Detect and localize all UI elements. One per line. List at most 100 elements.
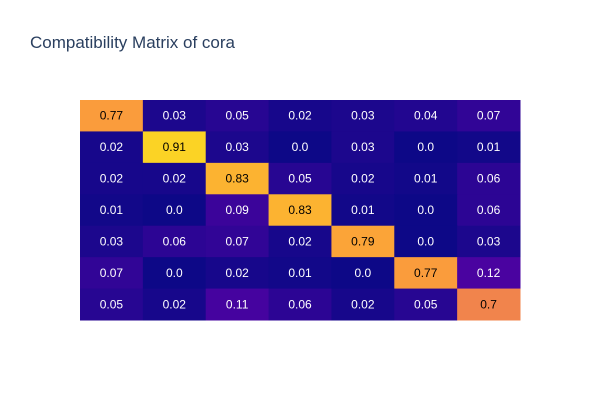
heatmap-cell-r6-c0 [80,288,144,321]
heatmap-cell-r6-c1 [142,288,207,321]
heatmap-cell-label-r3-c4: 0.01 [351,203,375,217]
heatmap-cell-label-r6-c0: 0.05 [100,297,124,311]
heatmap-cell-r6-c3 [268,288,332,321]
heatmap-cell-r0-c3 [268,100,332,132]
heatmap-cell-r6-c2 [205,288,270,321]
heatmap-cell-label-r1-c1: 0.91 [163,140,187,154]
heatmap-cell-label-r5-c4: 0.0 [355,266,372,280]
heatmap-cell-label-r5-c3: 0.01 [288,266,312,280]
heatmap-cell-label-r4-c3: 0.02 [288,234,312,248]
heatmap-cell-r4-c4 [331,225,395,258]
heatmap-cell-r2-c1 [142,162,207,195]
heatmap-cell-label-r3-c0: 0.01 [100,203,124,217]
heatmap-cell-label-r6-c5: 0.05 [414,297,438,311]
heatmap-cell-label-r0-c1: 0.03 [163,109,187,123]
heatmap-cell-r0-c0 [80,100,144,132]
heatmap-cell-label-r2-c4: 0.02 [351,172,375,186]
heatmap-cell-label-r3-c5: 0.0 [417,203,434,217]
heatmap-cell-r2-c6 [457,162,521,195]
heatmap-cell-label-r3-c3: 0.83 [288,203,312,217]
heatmap-cell-label-r4-c6: 0.03 [477,234,501,248]
heatmap-cell-label-r6-c3: 0.06 [288,297,312,311]
heatmap-cell-r1-c6 [457,131,521,164]
heatmap-cell-label-r6-c2: 0.11 [226,297,249,311]
heatmap-cell-r2-c0 [80,162,144,195]
heatmap-cell-label-r1-c6: 0.01 [477,140,501,154]
heatmap-cell-r4-c6 [457,225,521,258]
heatmap-cell-r4-c5 [394,225,458,258]
heatmap-cell-label-r4-c2: 0.07 [225,234,249,248]
heatmap-cell-label-r1-c2: 0.03 [225,140,249,154]
heatmap-cell-r0-c5 [394,100,458,132]
heatmap-cell-r1-c3 [268,131,332,164]
heatmap-cell-label-r0-c0: 0.77 [100,109,124,123]
heatmap-cell-r5-c6 [457,257,521,290]
heatmap-cell-label-r3-c1: 0.0 [166,203,183,217]
heatmap-cell-r4-c0 [80,225,144,258]
heatmap-cell-label-r6-c4: 0.02 [351,297,375,311]
heatmap-cell-label-r0-c2: 0.05 [225,109,249,123]
heatmap-cell-r4-c3 [268,225,332,258]
heatmap-cell-label-r1-c0: 0.02 [100,140,124,154]
heatmap-cell-r3-c6 [457,194,521,227]
heatmap-cell-r5-c2 [205,257,270,290]
heatmap-cell-label-r2-c0: 0.02 [100,172,124,186]
heatmap-cell-label-r1-c4: 0.03 [351,140,375,154]
heatmap-cell-r5-c1 [142,257,207,290]
heatmap-cell-label-r0-c6: 0.07 [477,109,501,123]
heatmap-cell-label-r1-c3: 0.0 [292,140,309,154]
heatmap-cell-r2-c2 [205,162,270,195]
heatmap-cell-label-r4-c1: 0.06 [163,234,187,248]
heatmap-cell-label-r4-c5: 0.0 [417,234,434,248]
heatmap-cell-label-r5-c0: 0.07 [100,266,124,280]
heatmap-cell-r3-c5 [394,194,458,227]
heatmap-cell-r4-c1 [142,225,207,258]
heatmap-cell-label-r2-c6: 0.06 [477,172,501,186]
heatmap-cell-label-r6-c1: 0.02 [163,297,187,311]
heatmap-cell-r0-c4 [331,100,395,132]
heatmap-cell-label-r3-c6: 0.06 [477,203,501,217]
heatmap-cell-label-r0-c5: 0.04 [414,109,438,123]
heatmap-cell-r5-c0 [80,257,144,290]
heatmap-cell-r1-c5 [394,131,458,164]
heatmap-cell-label-r1-c5: 0.0 [417,140,434,154]
heatmap-cell-r0-c1 [142,100,207,132]
heatmap-cell-label-r0-c4: 0.03 [351,109,375,123]
heatmap-cell-r2-c4 [331,162,395,195]
heatmap-cell-label-r5-c1: 0.0 [166,266,183,280]
heatmap-cell-label-r4-c4: 0.79 [351,234,375,248]
heatmap-cell-label-r2-c2: 0.83 [225,172,249,186]
heatmap-cell-r0-c6 [457,100,521,132]
heatmap-cell-r5-c4 [331,257,395,290]
heatmap-cell-r2-c5 [394,162,458,195]
heatmap-cell-label-r4-c0: 0.03 [100,234,124,248]
heatmap-cell-r3-c3 [268,194,332,227]
heatmap-cell-r1-c2 [205,131,270,164]
heatmap-cell-r3-c1 [142,194,207,227]
heatmap-cell-r3-c4 [331,194,395,227]
heatmap-cell-label-r5-c2: 0.02 [225,266,249,280]
heatmap-cell-r6-c4 [331,288,395,321]
heatmap-cell-r1-c1 [142,131,207,164]
heatmap-cell-label-r6-c6: 0.7 [480,297,497,311]
heatmap-cell-label-r2-c1: 0.02 [163,172,187,186]
heatmap-cell-r5-c3 [268,257,332,290]
chart-title: Compatibility Matrix of cora [30,33,236,52]
heatmap-cell-label-r2-c5: 0.01 [414,172,438,186]
heatmap-cell-r1-c0 [80,131,144,164]
heatmap-cell-r5-c5 [394,257,458,290]
heatmap-cell-r4-c2 [205,225,270,258]
heatmap-cell-r6-c6 [457,288,521,321]
heatmap-cell-label-r5-c5: 0.77 [414,266,438,280]
heatmap-cell-r3-c2 [205,194,270,227]
heatmap-cell-label-r3-c2: 0.09 [225,203,249,217]
heatmap-cell-label-r5-c6: 0.12 [477,266,501,280]
heatmap-cell-r0-c2 [205,100,270,132]
heatmap-cell-label-r0-c3: 0.02 [288,109,312,123]
heatmap-cell-r1-c4 [331,131,395,164]
heatmap-cell-r2-c3 [268,162,332,195]
heatmap-cell-r6-c5 [394,288,458,321]
heatmap-cell-label-r2-c3: 0.05 [288,172,312,186]
heatmap-cell-r3-c0 [80,194,144,227]
